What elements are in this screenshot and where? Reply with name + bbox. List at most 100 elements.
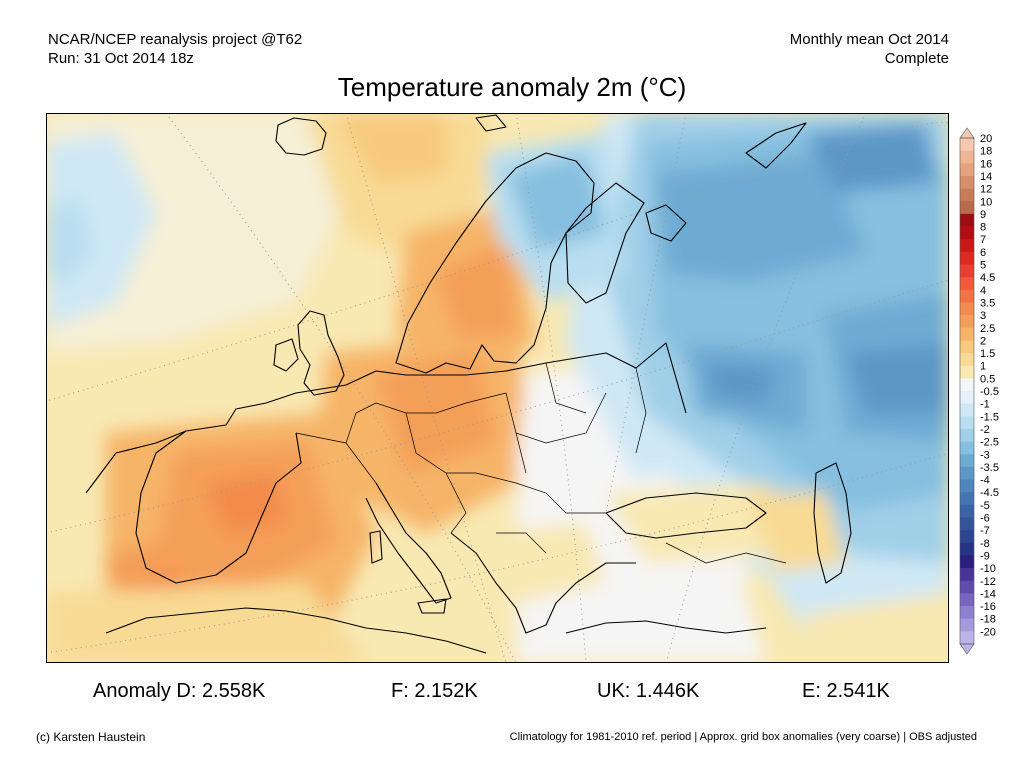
colorbar-swatch — [960, 555, 974, 569]
colorbar-tick-label: -1.5 — [980, 411, 999, 423]
stat-spain: E: 2.541K — [802, 680, 890, 703]
colorbar-tick-label: 12 — [980, 184, 992, 196]
colorbar-tick-label: -5 — [980, 500, 990, 512]
anomaly-shading — [46, 113, 949, 663]
colorbar-min-arrow — [959, 643, 975, 655]
colorbar-swatch — [960, 340, 974, 354]
colorbar-tick-label: -12 — [980, 576, 996, 588]
stat-label: Anomaly D: — [93, 680, 197, 702]
colorbar-tick-label: 14 — [980, 171, 992, 183]
colorbar-swatch — [960, 618, 974, 632]
status-label: Complete — [884, 50, 949, 67]
country-borders — [295, 362, 787, 564]
stat-anomaly-d: Anomaly D: 2.558K — [93, 680, 265, 703]
colorbar-swatch — [960, 201, 974, 215]
colorbar-tick-label: 5 — [980, 260, 986, 272]
western-cool-patch — [46, 133, 156, 328]
header-right: Monthly mean Oct 2014 Complete — [790, 30, 949, 68]
colorbar-swatch — [960, 479, 974, 493]
colorbar-legend: 201816141210987654.543.532.521.510.5-0.5… — [959, 127, 999, 655]
period-label: Monthly mean Oct 2014 — [789, 31, 949, 48]
colorbar-swatch — [960, 175, 974, 189]
colorbar-swatch — [960, 504, 974, 518]
colorbar-tick-label: 0.5 — [980, 373, 995, 385]
colorbar-tick-label: 7 — [980, 234, 986, 246]
colorbar-swatch — [960, 213, 974, 227]
colorbar-tick-label: 6 — [980, 247, 986, 259]
stat-value: 2.152K — [414, 680, 478, 702]
colorbar-tick-label: 3.5 — [980, 297, 995, 309]
colorbar-swatch — [960, 391, 974, 404]
colorbar-swatch — [960, 441, 974, 455]
stat-label: F: — [391, 680, 409, 702]
colorbar-tick-label: -1 — [980, 399, 990, 411]
stat-value: 2.541K — [826, 680, 890, 702]
coastlines — [85, 114, 852, 654]
copyright: (c) Karsten Haustein — [36, 730, 146, 744]
colorbar-swatch — [960, 226, 974, 240]
colorbar-tick-label: 4.5 — [980, 272, 995, 284]
colorbar-tick-label: 4 — [980, 285, 986, 297]
colorbar-max-arrow — [959, 127, 975, 139]
colorbar-swatch — [960, 542, 974, 556]
colorbar-swatch — [960, 416, 974, 430]
colorbar-tick-label: 2 — [980, 335, 986, 347]
colorbar-tick-label: -20 — [980, 626, 996, 638]
colorbar-swatch — [960, 466, 974, 480]
colorbar-tick-label: 9 — [980, 209, 986, 221]
colorbar-tick-label: 1.5 — [980, 348, 995, 360]
map-title: Temperature anomaly 2m (°C) — [337, 72, 687, 102]
colorbar-swatch — [960, 606, 974, 619]
stat-uk: UK: 1.446K — [597, 680, 699, 703]
colorbar-tick-label: -14 — [980, 588, 996, 600]
anomaly-map — [46, 113, 949, 663]
model-label: NCAR/NCEP reanalysis project @T62 — [48, 31, 303, 48]
colorbar-swatch — [960, 517, 974, 531]
colorbar-tick-label: -18 — [980, 614, 996, 626]
colorbar-swatch — [960, 580, 974, 594]
colorbar-swatch — [960, 150, 974, 164]
colorbar-tick-label: -9 — [980, 550, 990, 562]
colorbar-swatch — [960, 492, 974, 506]
colorbar-swatch — [960, 251, 974, 265]
colorbar-swatch — [960, 327, 974, 341]
colorbar-swatch — [960, 315, 974, 329]
colorbar-swatch — [960, 302, 974, 316]
stat-label: E: — [802, 680, 821, 702]
colorbar-swatch — [960, 378, 974, 392]
colorbar-swatch — [960, 239, 974, 253]
stat-france: F: 2.152K — [391, 680, 478, 703]
colorbar-tick-label: 3 — [980, 310, 986, 322]
colorbar-tick-label: 2.5 — [980, 323, 995, 335]
colorbar-tick-label: 10 — [980, 196, 992, 208]
colorbar-swatch — [960, 277, 974, 291]
colorbar-tick-label: -3.5 — [980, 462, 999, 474]
stat-value: 2.558K — [201, 680, 266, 702]
colorbar-swatch — [960, 353, 974, 366]
colorbar-tick-label: -16 — [980, 601, 996, 613]
colorbar-tick-label: -8 — [980, 538, 990, 550]
colorbar-swatch — [960, 264, 974, 278]
colorbar-swatch — [960, 568, 974, 582]
map-frame — [46, 113, 949, 663]
colorbar-swatch — [960, 428, 974, 442]
stat-value: 1.446K — [635, 680, 700, 702]
colorbar-swatch — [960, 163, 974, 177]
colorbar-swatch — [960, 365, 974, 379]
colorbar-tick-label: 20 — [980, 133, 992, 145]
colorbar-swatch — [960, 138, 974, 151]
colorbar-tick-label: 16 — [980, 158, 992, 170]
colorbar-tick-label: -6 — [980, 513, 990, 525]
colorbar-tick-label: -2.5 — [980, 437, 999, 449]
colorbar-tick-label: -7 — [980, 525, 990, 537]
colorbar-swatch — [960, 454, 974, 468]
colorbar-tick-label: -2 — [980, 424, 990, 436]
colorbar-tick-label: -0.5 — [980, 386, 999, 398]
colorbar-swatch — [960, 593, 974, 607]
colorbar-tick-label: -4 — [980, 475, 990, 487]
colorbar-swatch — [960, 403, 974, 417]
climatology-note: Climatology for 1981-2010 ref. period | … — [509, 731, 977, 743]
colorbar-tick-label: -10 — [980, 563, 996, 575]
colorbar-tick-label: 8 — [980, 222, 986, 234]
run-label: Run: 31 Oct 2014 18z — [48, 50, 194, 67]
